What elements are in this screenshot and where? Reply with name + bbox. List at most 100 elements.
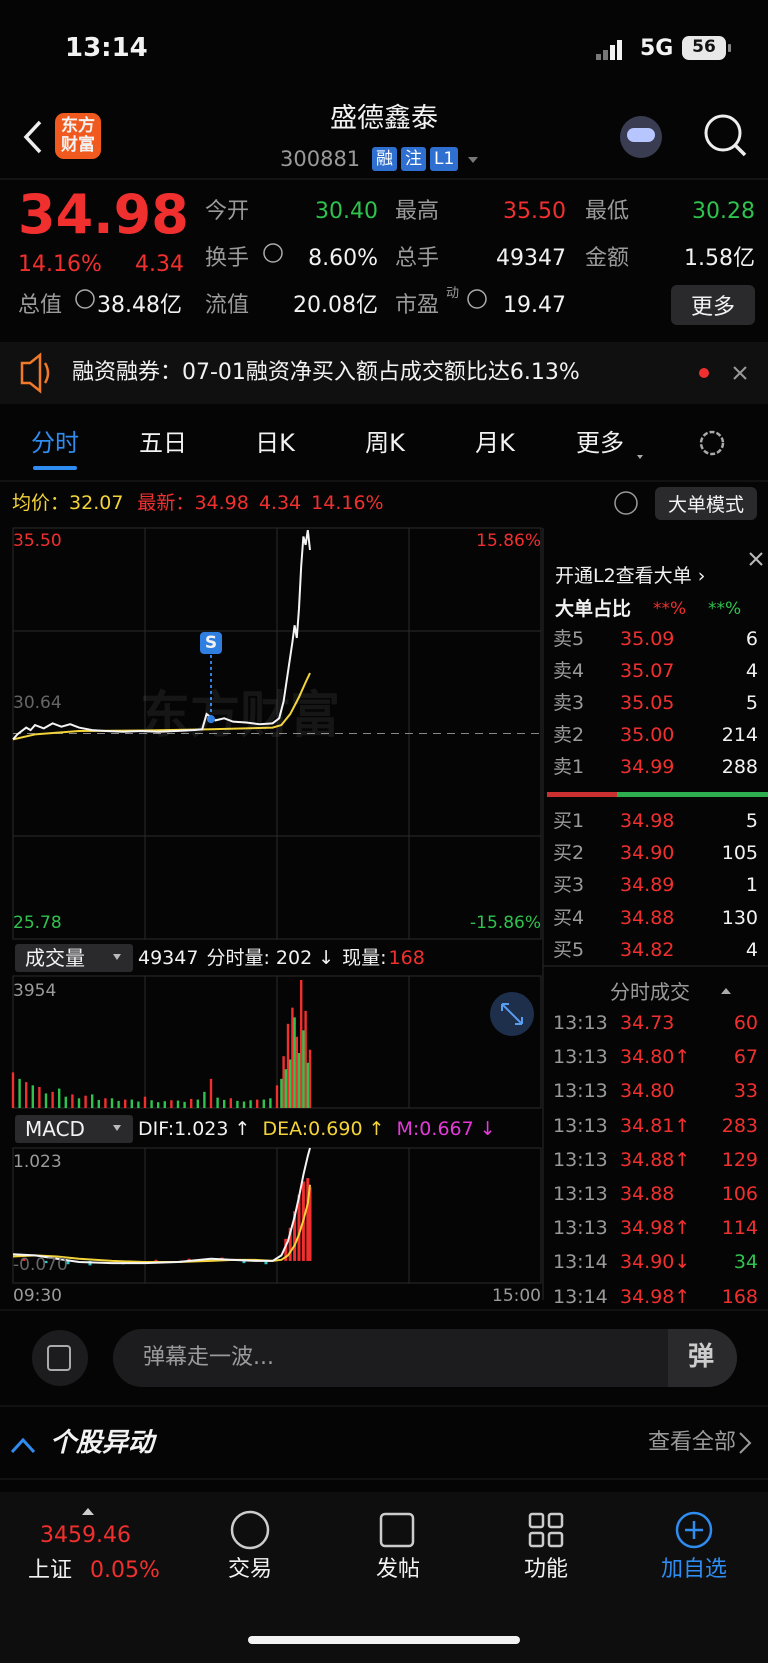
index-value[interactable]: 3459.46 (40, 1523, 131, 1548)
macd-tab[interactable]: MACD (25, 1117, 85, 1141)
volume-bar (31, 1085, 34, 1108)
trade-volume: 114 (721, 1217, 758, 1240)
field-value: 38.48亿 (97, 293, 182, 318)
tab[interactable]: 日K (255, 429, 295, 457)
l2-link[interactable]: 开通L2查看大单 › (555, 565, 706, 587)
change: 4.34 (135, 252, 184, 277)
macd-tab-bg[interactable] (15, 1115, 133, 1143)
comment-input[interactable] (113, 1329, 737, 1387)
search-handle (733, 143, 747, 157)
tab[interactable]: 更多 (576, 429, 624, 457)
comment-placeholder[interactable]: 弹幕走一波... (143, 1345, 274, 1370)
mode-button[interactable]: 大单模式 (655, 487, 757, 520)
volume-bar (282, 1056, 285, 1108)
book-price: 34.88 (620, 906, 675, 929)
collapse-icon[interactable] (10, 1437, 36, 1454)
macd-bar (66, 1260, 70, 1265)
trade-volume: 106 (721, 1183, 758, 1205)
close-icon[interactable] (733, 366, 747, 380)
y-label: -0.070 (13, 1255, 68, 1275)
book-price: 35.00 (620, 724, 675, 746)
close-icon[interactable] (749, 552, 763, 566)
trade-time: 13:13 (553, 1114, 608, 1137)
tab[interactable]: 五日 (139, 429, 187, 457)
battery-level: 56 (692, 37, 716, 57)
trade-volume: 34 (733, 1251, 758, 1274)
help-icon[interactable] (614, 491, 638, 515)
latest-value: 34.98 (194, 492, 249, 514)
current-label: 现量: (342, 947, 387, 969)
tab[interactable]: 分时 (31, 429, 79, 457)
volume-bar (249, 1100, 252, 1108)
news-text[interactable]: 融资融券：07-01融资净买入额占成交额比达6.13% (72, 360, 580, 385)
network: 5G (640, 36, 674, 61)
trade-time: 13:13 (553, 1148, 608, 1171)
book-volume: 5 (745, 810, 758, 832)
field-value: 30.40 (315, 199, 378, 224)
home-indicator (248, 1636, 520, 1644)
volume-bar (216, 1097, 219, 1108)
comment-icon-bg[interactable] (32, 1330, 88, 1386)
book-label: 卖5 (553, 628, 585, 650)
nav-item[interactable]: 加自选 (660, 1557, 727, 1582)
x-label: 15:00 (492, 1286, 541, 1306)
nav-item[interactable]: 功能 (523, 1557, 568, 1582)
danmaku-button[interactable] (668, 1329, 737, 1387)
trade-price: 34.80↑ (620, 1046, 691, 1069)
section-title: 个股异动 (50, 1428, 155, 1458)
field-value: 30.28 (692, 199, 755, 224)
y-label: 3954 (13, 981, 57, 1001)
volume-bar (308, 1049, 312, 1108)
volume-tab-bg[interactable] (15, 944, 133, 972)
book-volume: 288 (721, 756, 758, 778)
volume-bar (170, 1100, 173, 1108)
y-label: 35.50 (13, 531, 62, 551)
nav-item[interactable]: 交易 (227, 1557, 272, 1582)
book-label: 卖3 (553, 692, 585, 714)
trade-price: 34.88↑ (620, 1148, 691, 1171)
book-label: 买1 (553, 810, 585, 832)
stock-code: 300881 (280, 147, 361, 171)
danmaku-label[interactable]: 弹 (688, 1342, 715, 1372)
trade-icon (230, 1510, 270, 1550)
macd-bar (154, 1259, 158, 1261)
dea: DEA:0.690 ↑ (262, 1118, 385, 1140)
volume-bar (91, 1094, 94, 1108)
volume-bar (176, 1100, 180, 1108)
tags: 融注 L1 (372, 147, 459, 171)
ratio-label: 大单占比 (555, 598, 632, 620)
volume-bar (58, 1088, 61, 1108)
volume-info: 49347 分时量: 202 ↓ 现量: 168 (138, 949, 425, 968)
price-line (12, 529, 311, 741)
trade-price: 34.73 (620, 1012, 675, 1034)
volume-bar (275, 1085, 279, 1108)
volume-bar (51, 1091, 54, 1108)
volume-tab[interactable]: 成交量 (25, 946, 85, 970)
nav-item[interactable]: 发帖 (375, 1557, 420, 1582)
more-button[interactable]: 更多 (671, 285, 755, 325)
index-change[interactable]: 0.05% (90, 1558, 160, 1583)
volume-bar (25, 1082, 28, 1108)
volume-bar (300, 980, 303, 1108)
volume-bar (196, 1099, 199, 1108)
index-name[interactable]: 上证 (28, 1558, 73, 1583)
volume-bar (280, 1078, 283, 1108)
trade-price: 34.90↓ (620, 1251, 691, 1274)
add-icon (675, 1511, 713, 1549)
settings-icon[interactable] (699, 430, 725, 456)
section-link[interactable]: 查看全部 (647, 1430, 736, 1455)
book-price: 35.09 (620, 628, 675, 650)
signal-marker[interactable]: S (200, 632, 222, 654)
function-icon (528, 1512, 564, 1548)
dropdown-icon (637, 455, 643, 459)
book-volume: 105 (721, 842, 758, 865)
tab[interactable]: 周K (365, 429, 405, 457)
tag: L1 (430, 147, 459, 171)
field-value: 49347 (496, 246, 566, 271)
change-pct: 14.16% (18, 252, 102, 277)
trade-time: 13:14 (553, 1251, 608, 1274)
tab[interactable]: 月K (475, 429, 515, 457)
sort-icon (721, 988, 731, 994)
book-price: 34.82 (620, 938, 675, 961)
